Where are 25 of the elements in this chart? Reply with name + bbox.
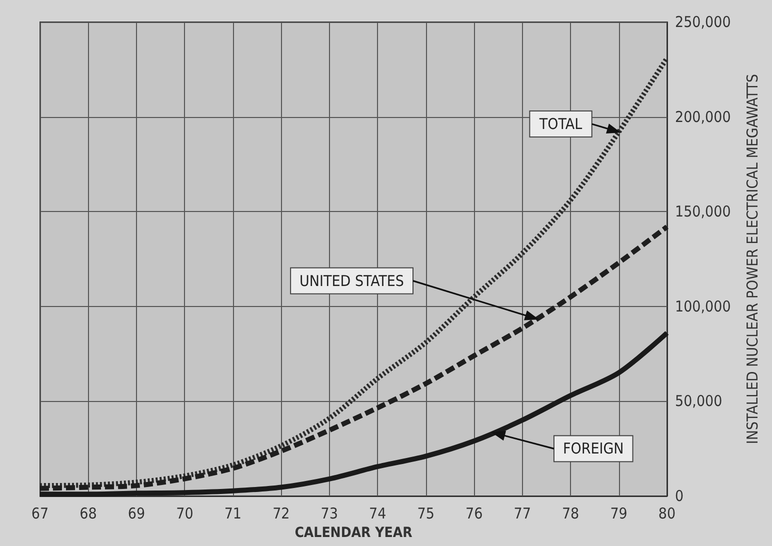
y-tick-label: 250,000 — [675, 13, 731, 31]
annotation: FOREIGN — [562, 440, 624, 458]
x-tick-label: 70 — [176, 504, 194, 522]
y-axis-title: INSTALLED NUCLEAR POWER ELECTRICAL MEGAWATTS — [744, 74, 762, 444]
x-tick-label: 74 — [369, 504, 386, 522]
x-tick-label: 67 — [31, 504, 49, 522]
y-tick-label: 200,000 — [675, 108, 731, 126]
x-tick-label: 73 — [320, 504, 338, 522]
x-tick-label: 76 — [465, 504, 483, 522]
x-tick-label: 79 — [610, 504, 628, 522]
x-tick-label: 78 — [562, 504, 580, 522]
y-tick-label: 100,000 — [675, 297, 731, 316]
y-tick-label: 50,000 — [675, 392, 722, 410]
annotation: TOTAL — [538, 114, 583, 133]
x-tick-label: 69 — [128, 504, 146, 522]
x-axis-title: CALENDAR YEAR — [294, 524, 413, 541]
x-tick-label: 68 — [80, 504, 97, 522]
y-tick-label: 0 — [675, 487, 684, 505]
x-tick-label: 71 — [224, 504, 242, 522]
y-tick-label: 150,000 — [675, 202, 731, 221]
x-tick-label: 80 — [658, 504, 676, 522]
x-tick-label: 72 — [272, 504, 290, 522]
x-tick-label: 77 — [514, 504, 531, 522]
x-tick-label: 75 — [417, 504, 434, 522]
annotation: UNITED STATES — [300, 272, 404, 290]
